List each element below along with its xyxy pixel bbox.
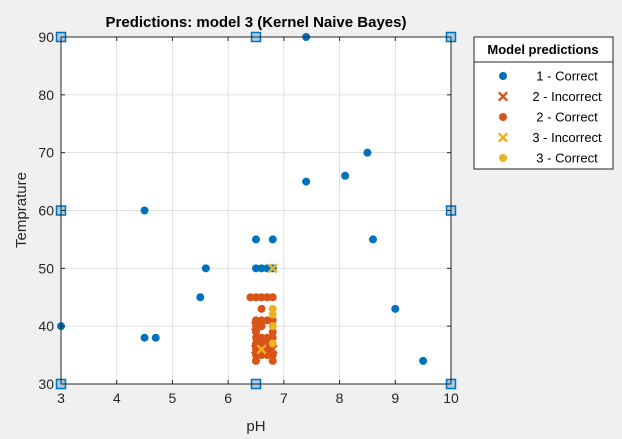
series-4 [268, 304, 277, 348]
data-point [256, 344, 267, 355]
y-tick-label: 40 [38, 318, 54, 334]
x-tick-label: 4 [113, 390, 121, 406]
legend-entry: 2 - Incorrect [497, 89, 602, 104]
x-tick-label: 7 [280, 390, 288, 406]
legend-box [473, 36, 614, 170]
data-point [201, 264, 210, 273]
legend-label: 2 - Correct [536, 110, 598, 125]
x-tick-label: 9 [391, 390, 399, 406]
y-tick-label: 60 [38, 203, 54, 219]
data-point [268, 339, 277, 348]
data-point [252, 356, 260, 365]
data-point [302, 177, 311, 186]
data-point [257, 316, 266, 325]
data-point [140, 206, 149, 215]
data-point [341, 171, 350, 180]
series-0 [57, 33, 428, 365]
data-point [196, 293, 205, 302]
legend-label: 3 - Correct [536, 151, 598, 166]
data-point [257, 293, 266, 302]
data-point [257, 333, 266, 342]
legend-marker [497, 91, 509, 102]
x-axis-label: pH [246, 418, 265, 435]
data-point [257, 304, 266, 313]
data-point [268, 356, 277, 365]
legend: Model predictions 1 - Correct 2 - Incorre… [473, 36, 614, 170]
data-point [268, 316, 277, 325]
data-point [363, 148, 372, 157]
data-point [268, 327, 277, 336]
legend-label: 2 - Incorrect [532, 89, 602, 104]
legend-marker [499, 154, 507, 162]
legend-entry: 2 - Correct [499, 110, 598, 125]
series-3 [256, 263, 278, 355]
data-point [268, 333, 277, 342]
y-tick-label: 50 [38, 260, 54, 276]
data-point [268, 235, 277, 244]
data-point [391, 304, 400, 313]
data-point [257, 264, 266, 273]
data-point [268, 351, 277, 360]
chart-title: Predictions: model 3 (Kernel Naive Bayes… [106, 14, 407, 31]
data-point [246, 293, 255, 302]
data-point [140, 333, 149, 342]
y-tick-label: 70 [38, 145, 54, 161]
legend-entry: 1 - Correct [499, 69, 598, 84]
data-point [369, 235, 377, 244]
data-point [268, 293, 277, 302]
data-point [257, 322, 266, 331]
x-tick-label: 10 [443, 390, 459, 406]
data-point [268, 304, 277, 313]
legend-marker [499, 113, 507, 121]
y-tick-label: 80 [38, 87, 54, 103]
data-point [263, 316, 272, 325]
data-point [252, 327, 260, 336]
y-axis-label: Temprature [13, 172, 30, 248]
data-point [263, 293, 272, 302]
series-2 [246, 293, 277, 365]
legend-label: 1 - Correct [536, 69, 598, 84]
data-point [252, 322, 260, 331]
data-point [257, 351, 266, 360]
data-point [267, 263, 278, 274]
data-point [252, 235, 260, 244]
x-tick-label: 6 [224, 390, 232, 406]
x-tick-label: 8 [336, 390, 344, 406]
legend-entries: 1 - Correct 2 - Incorrect 2 - Correct 3 - I… [497, 69, 602, 166]
data-point [419, 356, 428, 365]
axis-ticks: 3 4 5 6 7 8 9 10 30 40 50 60 70 80 90 [38, 29, 459, 406]
data-point [268, 310, 277, 319]
data-point [252, 333, 260, 342]
data-points [57, 33, 428, 365]
legend-title: Model predictions [487, 42, 598, 57]
data-point [252, 293, 260, 302]
y-tick-label: 90 [38, 29, 54, 45]
legend-entry: 3 - Correct [499, 151, 598, 166]
legend-marker [497, 132, 509, 143]
data-point [268, 322, 277, 331]
legend-label: 3 - Incorrect [532, 130, 602, 145]
data-point [252, 264, 260, 273]
data-point [257, 339, 266, 348]
data-point [263, 333, 272, 342]
x-tick-label: 3 [57, 390, 65, 406]
x-tick-label: 5 [169, 390, 177, 406]
legend-marker [499, 72, 507, 80]
y-tick-label: 30 [38, 376, 54, 392]
data-point [252, 316, 260, 325]
data-point [151, 333, 160, 342]
legend-entry: 3 - Incorrect [497, 130, 602, 145]
